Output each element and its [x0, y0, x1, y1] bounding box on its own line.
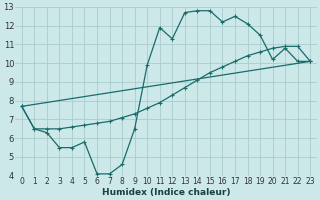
X-axis label: Humidex (Indice chaleur): Humidex (Indice chaleur)	[102, 188, 230, 197]
